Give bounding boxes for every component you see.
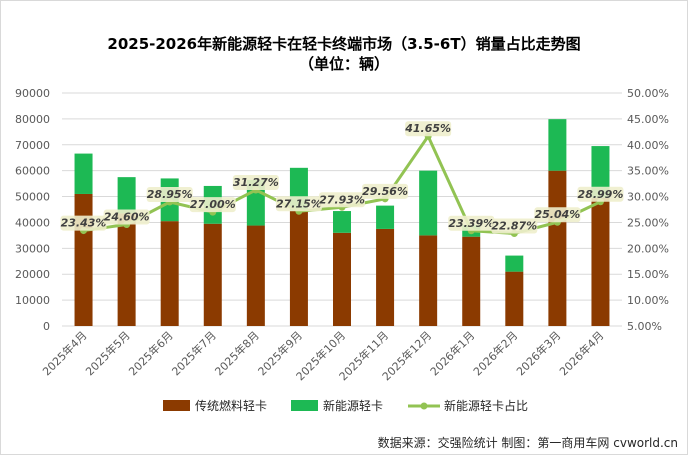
x-axis-category-label: 2026年2月	[470, 328, 520, 378]
bar-traditional-fuel	[289, 210, 308, 326]
share-label-bg	[60, 215, 107, 231]
share-label-bg	[189, 197, 236, 213]
share-data-label: 31.27%	[233, 176, 279, 189]
left-axis-tick-label: 80000	[15, 113, 50, 126]
bar-traditional-fuel	[117, 213, 136, 326]
share-label-bg	[232, 174, 279, 190]
share-data-label: 27.93%	[319, 193, 365, 206]
legend-new-energy-label: 新能源轻卡	[323, 398, 383, 413]
bar-traditional-fuel	[203, 223, 222, 326]
bar-traditional-fuel	[160, 221, 179, 326]
share-label-bg	[491, 218, 538, 234]
source-note: 数据来源：交强险统计 制图：第一商用车网 cvworld.cn	[377, 436, 678, 450]
bar-new-energy	[548, 119, 567, 171]
share-label-bg	[577, 186, 624, 202]
bar-new-energy	[505, 255, 524, 272]
share-label-bg	[448, 215, 495, 231]
right-axis-tick-label: 35.00%	[627, 165, 669, 178]
chart-subtitle: （单位：辆）	[298, 55, 389, 73]
share-data-label: 27.15%	[276, 197, 322, 210]
x-axis-category-label: 2025年4月	[39, 328, 89, 378]
legend-share-label: 新能源轻卡占比	[444, 398, 528, 413]
share-data-label: 28.95%	[147, 188, 193, 201]
share-label-bg	[275, 196, 322, 212]
share-data-label: 22.87%	[491, 219, 537, 232]
left-axis-tick-label: 30000	[15, 242, 50, 255]
bar-traditional-fuel	[462, 236, 481, 326]
share-data-label: 29.56%	[362, 185, 408, 198]
bar-new-energy	[333, 211, 351, 233]
left-axis-tick-label: 20000	[15, 268, 50, 281]
bar-traditional-fuel	[419, 235, 438, 326]
x-axis-category-label: 2026年4月	[556, 328, 606, 378]
bar-traditional-fuel	[246, 225, 265, 326]
right-axis-tick-label: 15.00%	[627, 268, 669, 281]
right-axis-tick-label: 40.00%	[627, 139, 669, 152]
x-axis-category-label: 2026年3月	[513, 328, 563, 378]
share-data-label: 23.39%	[448, 217, 494, 230]
left-axis-tick-label: 60000	[15, 165, 50, 178]
left-axis-tick-label: 50000	[15, 191, 50, 204]
bar-new-energy	[419, 170, 438, 236]
share-data-label: 28.99%	[578, 188, 624, 201]
right-axis-tick-label: 30.00%	[627, 191, 669, 204]
legend-share-marker	[420, 402, 428, 410]
bar-traditional-fuel	[74, 193, 93, 326]
left-axis-tick-label: 0	[43, 320, 50, 333]
share-data-label: 24.60%	[104, 211, 150, 224]
right-axis-tick-label: 10.00%	[627, 294, 669, 307]
legend-traditional-swatch	[163, 400, 190, 411]
share-label-bg	[103, 209, 150, 225]
share-data-label: 23.43%	[61, 217, 107, 230]
x-axis-category-label: 2025年7月	[169, 328, 219, 378]
bar-new-energy	[117, 177, 136, 214]
share-label-bg	[534, 207, 581, 223]
chart-title: 2025-2026年新能源轻卡在轻卡终端市场（3.5-6T）销量占比走势图	[107, 35, 581, 53]
legend-traditional-label: 传统燃料轻卡	[195, 398, 267, 413]
right-axis-tick-label: 25.00%	[627, 216, 669, 229]
bar-new-energy	[376, 205, 395, 229]
x-axis-category-label: 2026年1月	[427, 328, 477, 378]
bar-new-energy	[74, 153, 93, 194]
bar-traditional-fuel	[376, 228, 395, 326]
right-axis-tick-label: 50.00%	[627, 87, 669, 100]
right-axis-tick-label: 5.00%	[627, 320, 662, 333]
bar-traditional-fuel	[333, 232, 351, 326]
legend-new-energy-swatch	[291, 400, 318, 411]
bar-traditional-fuel	[591, 197, 610, 326]
bar-traditional-fuel	[548, 170, 567, 326]
right-axis-tick-label: 45.00%	[627, 113, 669, 126]
share-data-label: 41.65%	[404, 122, 451, 135]
share-label-bg	[405, 121, 452, 137]
share-label-bg	[319, 192, 365, 208]
left-axis-tick-label: 70000	[15, 139, 50, 152]
left-axis-tick-label: 90000	[15, 87, 50, 100]
share-data-label: 27.00%	[190, 198, 236, 211]
share-label-bg	[362, 183, 409, 199]
x-axis-category-label: 2025年8月	[212, 328, 262, 378]
share-label-bg	[146, 186, 193, 202]
x-axis-category-label: 2025年5月	[83, 328, 133, 378]
share-data-label: 25.04%	[534, 208, 580, 221]
right-axis-tick-label: 20.00%	[627, 242, 669, 255]
bar-new-energy	[591, 146, 610, 198]
x-axis-category-label: 2025年6月	[126, 328, 176, 378]
left-axis-tick-label: 40000	[15, 216, 50, 229]
left-axis-tick-label: 10000	[15, 294, 50, 307]
bar-traditional-fuel	[505, 271, 524, 326]
